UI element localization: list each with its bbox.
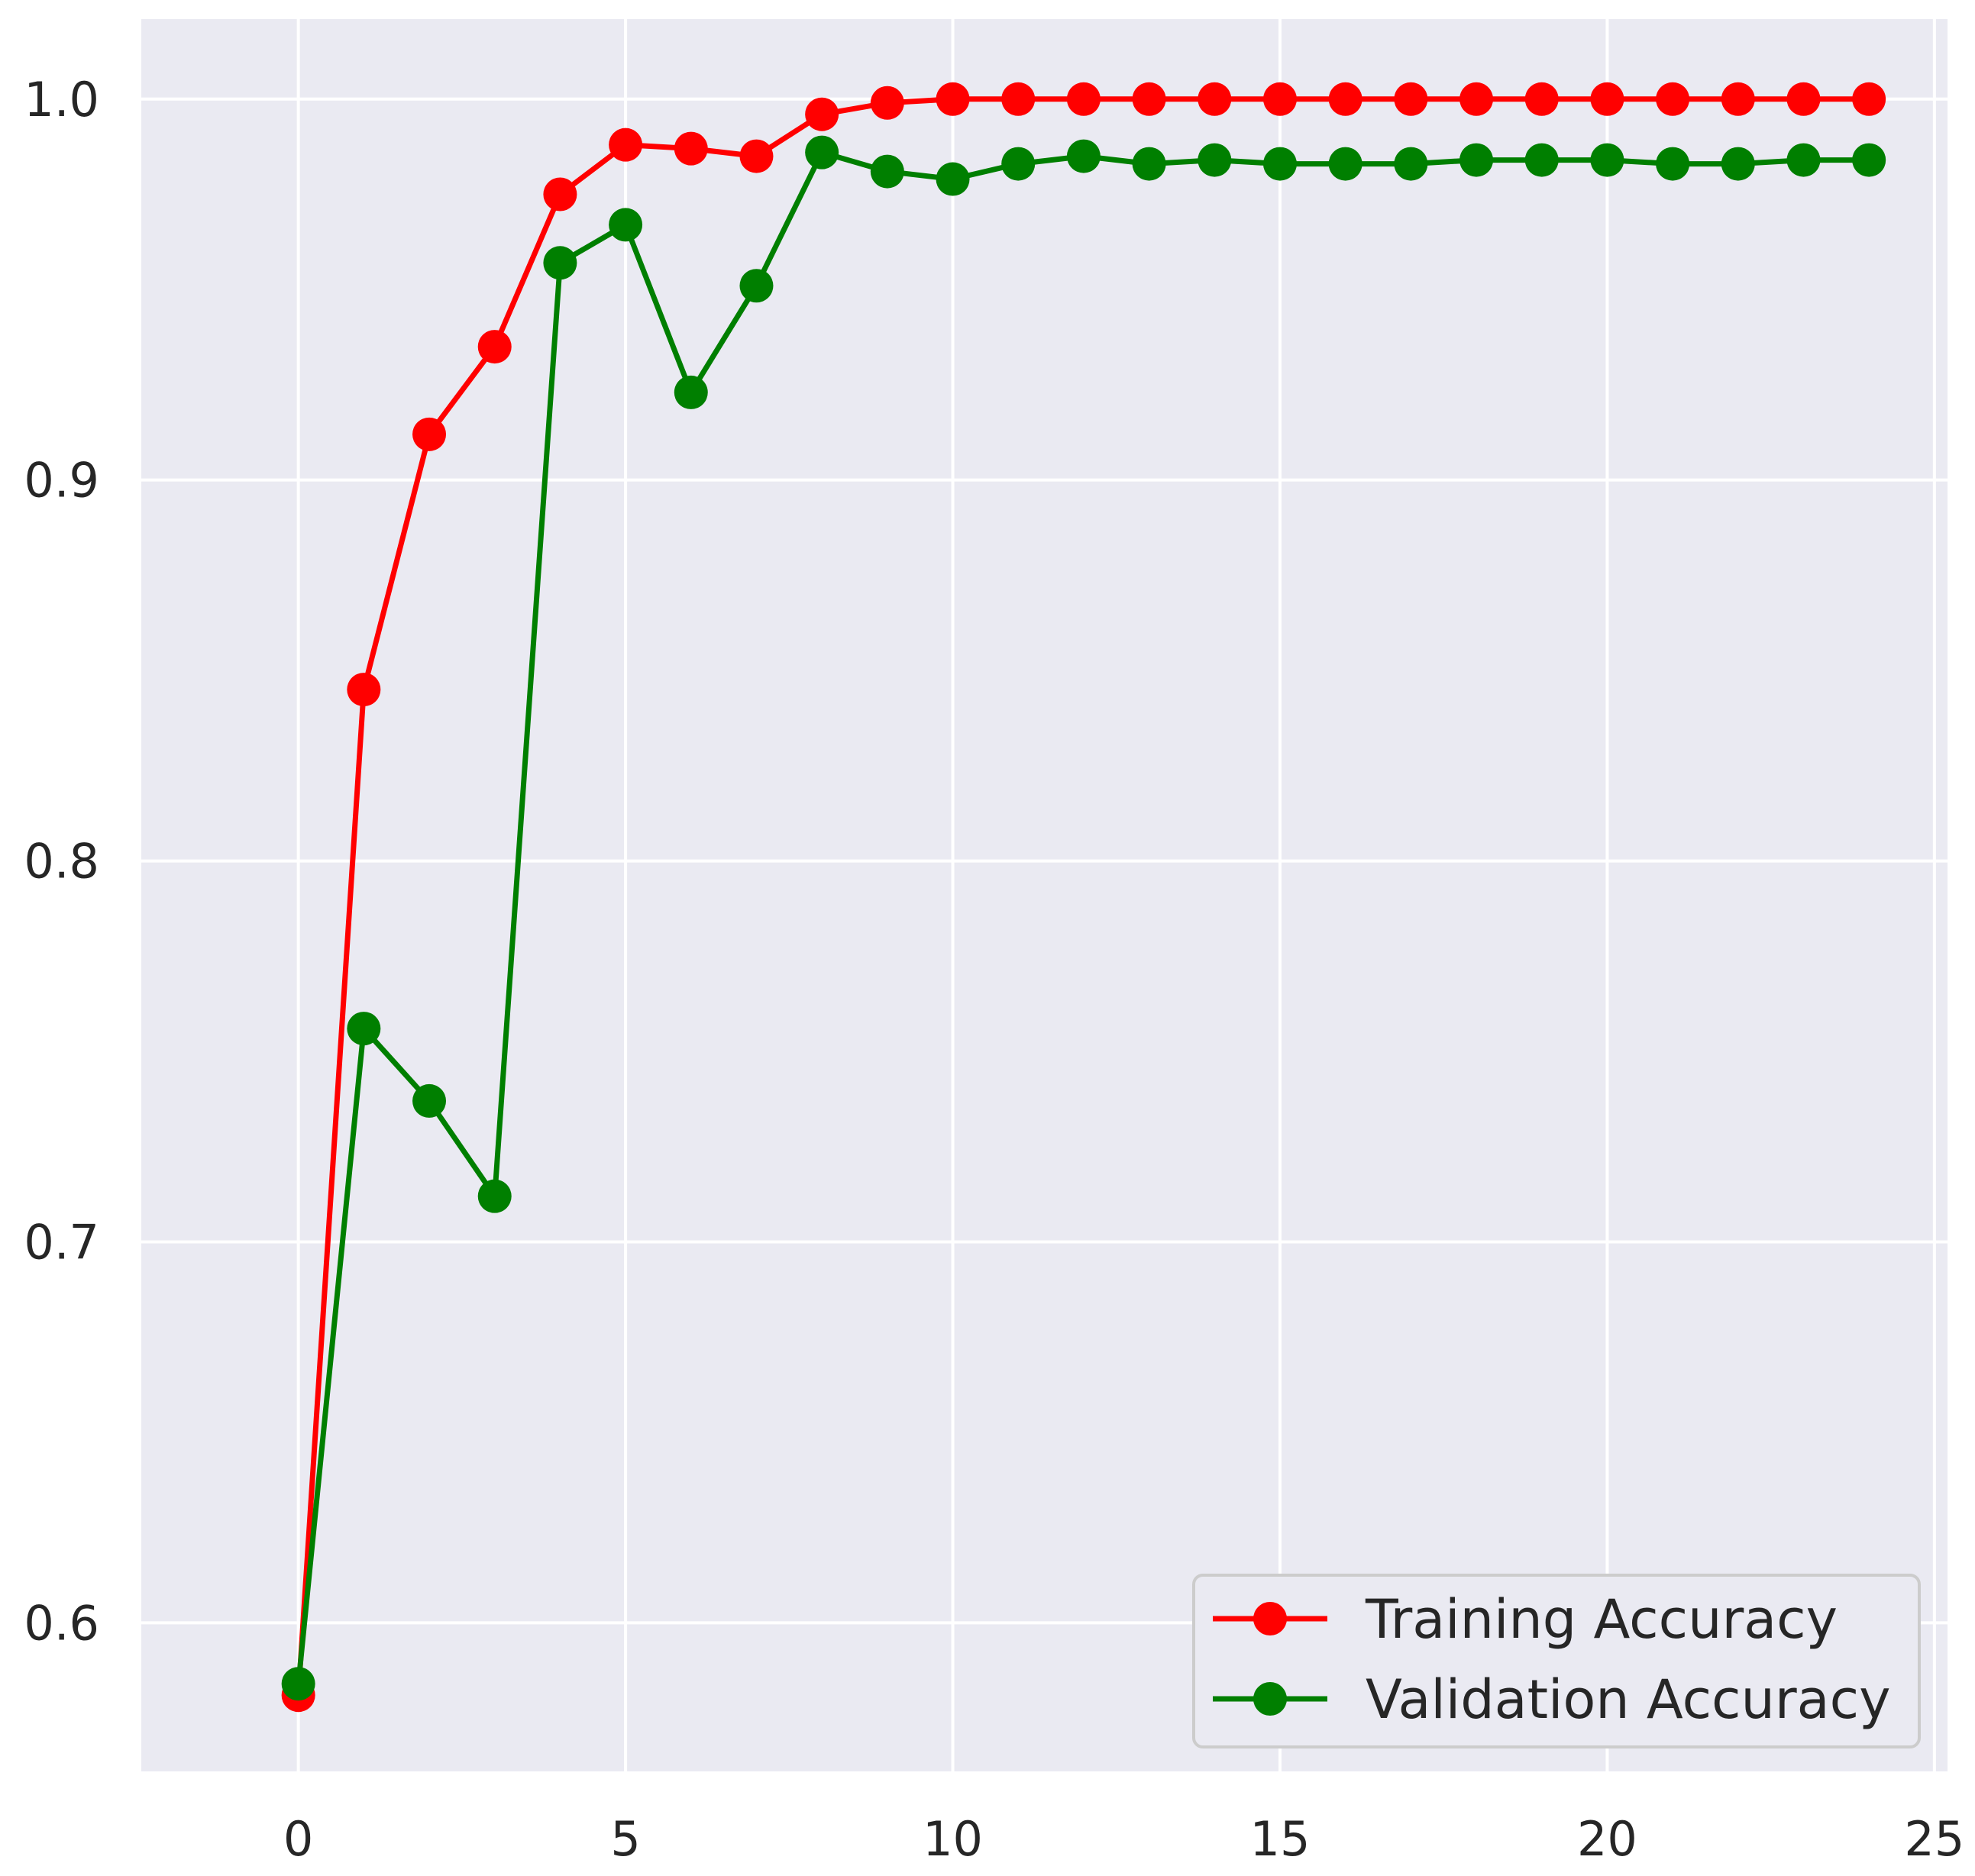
data-point (870, 86, 904, 120)
x-axis-ticks: 0 5 10 15 20 25 (283, 1811, 1964, 1867)
data-point (1786, 82, 1821, 116)
data-point (1262, 82, 1297, 116)
data-point (674, 375, 708, 409)
legend: Training Accuracy Validation Accuracy (1192, 1574, 1921, 1748)
data-point (1656, 147, 1690, 181)
data-point (1132, 82, 1166, 116)
data-point (281, 1667, 315, 1701)
data-point (1328, 147, 1362, 181)
x-tick-label: 20 (1577, 1811, 1637, 1867)
data-point (739, 139, 774, 173)
x-tick-label: 5 (610, 1811, 640, 1867)
y-tick-label: 1.0 (24, 72, 99, 128)
data-point (674, 131, 708, 166)
data-point (1590, 82, 1624, 116)
data-point (347, 673, 381, 707)
x-tick-label: 15 (1250, 1811, 1311, 1867)
y-axis-ticks: 0.6 0.7 0.8 0.9 1.0 (24, 72, 99, 1652)
data-point (412, 1083, 447, 1118)
data-point (936, 82, 970, 116)
data-point (609, 208, 643, 242)
data-point (1852, 82, 1886, 116)
data-point (347, 1012, 381, 1046)
data-point (1066, 82, 1101, 116)
data-point (1132, 147, 1166, 181)
x-tick-label: 0 (283, 1811, 313, 1867)
data-point (1590, 143, 1624, 177)
legend-marker-1 (1253, 1682, 1287, 1716)
data-point (1262, 147, 1297, 181)
data-point (1524, 82, 1559, 116)
data-point (1394, 82, 1428, 116)
data-point (1459, 143, 1494, 177)
y-tick-label: 0.6 (24, 1595, 99, 1651)
series-layer (281, 82, 1886, 1713)
data-point (1524, 143, 1559, 177)
data-point (543, 246, 577, 280)
data-point (1066, 139, 1101, 173)
data-point (1721, 147, 1755, 181)
data-point (412, 417, 447, 451)
data-point (1001, 147, 1036, 181)
data-point (1198, 143, 1232, 177)
data-point (1852, 143, 1886, 177)
data-point (870, 154, 904, 189)
data-point (1656, 82, 1690, 116)
legend-label: Validation Accuracy (1366, 1668, 1891, 1731)
data-point (1721, 82, 1755, 116)
plot-area (141, 19, 1948, 1771)
data-point (609, 128, 643, 162)
data-point (936, 162, 970, 196)
grid-lines (141, 19, 1948, 1771)
y-tick-label: 0.9 (24, 453, 99, 509)
data-point (477, 330, 512, 364)
data-point (1328, 82, 1362, 116)
y-tick-label: 0.7 (24, 1215, 99, 1271)
legend-marker-0 (1253, 1602, 1287, 1635)
data-point (1786, 143, 1821, 177)
x-tick-label: 25 (1904, 1811, 1964, 1867)
data-point (1394, 147, 1428, 181)
data-point (805, 135, 839, 170)
data-point (739, 269, 774, 303)
data-point (1001, 82, 1036, 116)
series-1 (281, 135, 1886, 1701)
legend-box (1192, 1574, 1921, 1748)
data-point (477, 1179, 512, 1213)
data-point (1198, 82, 1232, 116)
data-point (1459, 82, 1494, 116)
data-point (805, 97, 839, 131)
legend-label: Training Accuracy (1365, 1588, 1838, 1651)
x-tick-label: 10 (923, 1811, 983, 1867)
data-point (543, 177, 577, 211)
y-tick-label: 0.8 (24, 834, 99, 890)
